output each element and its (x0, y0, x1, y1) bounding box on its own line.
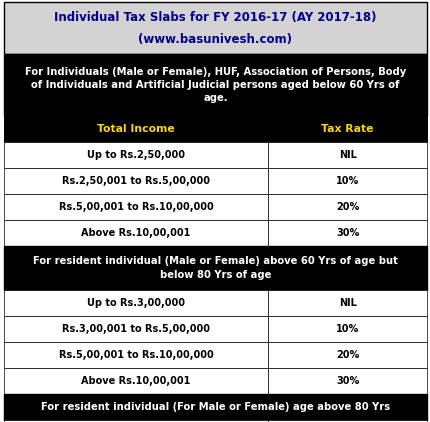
Bar (4, 246, 426, 290)
Bar (4, 342, 268, 368)
Bar (268, 420, 426, 422)
Text: NIL: NIL (338, 298, 356, 308)
Bar (268, 194, 426, 220)
Text: Up to Rs.3,00,000: Up to Rs.3,00,000 (87, 298, 185, 308)
Text: Rs.5,00,001 to Rs.10,00,000: Rs.5,00,001 to Rs.10,00,000 (58, 202, 213, 212)
Text: 10%: 10% (335, 176, 359, 186)
Text: Tax Rate: Tax Rate (321, 124, 373, 134)
Text: NIL: NIL (338, 150, 356, 160)
Bar (268, 342, 426, 368)
Bar (268, 368, 426, 394)
Bar (4, 168, 268, 194)
Bar (4, 2, 426, 54)
Text: Total Income: Total Income (97, 124, 175, 134)
Bar (268, 168, 426, 194)
Text: (www.basunivesh.com): (www.basunivesh.com) (138, 33, 292, 46)
Bar (4, 420, 268, 422)
Text: Rs.2,50,001 to Rs.5,00,000: Rs.2,50,001 to Rs.5,00,000 (62, 176, 210, 186)
Bar (268, 142, 426, 168)
Bar (268, 116, 426, 142)
Bar (268, 316, 426, 342)
Bar (4, 116, 268, 142)
Text: Individual Tax Slabs for FY 2016-17 (AY 2017-18): Individual Tax Slabs for FY 2016-17 (AY … (54, 11, 376, 24)
Bar (4, 290, 268, 316)
Text: Up to Rs.2,50,000: Up to Rs.2,50,000 (87, 150, 185, 160)
Bar (4, 54, 426, 116)
Text: For resident individual (Male or Female) above 60 Yrs of age but
below 80 Yrs of: For resident individual (Male or Female)… (33, 257, 397, 280)
Text: For Individuals (Male or Female), HUF, Association of Persons, Body
of Individua: For Individuals (Male or Female), HUF, A… (25, 67, 405, 103)
Text: 30%: 30% (335, 228, 359, 238)
Bar (268, 220, 426, 246)
Text: Rs.3,00,001 to Rs.5,00,000: Rs.3,00,001 to Rs.5,00,000 (62, 324, 210, 334)
Text: Above Rs.10,00,001: Above Rs.10,00,001 (81, 228, 190, 238)
Text: Rs.5,00,001 to Rs.10,00,000: Rs.5,00,001 to Rs.10,00,000 (58, 350, 213, 360)
Text: 10%: 10% (335, 324, 359, 334)
Bar (268, 290, 426, 316)
Text: 20%: 20% (335, 350, 359, 360)
Text: 30%: 30% (335, 376, 359, 386)
Text: For resident individual (For Male or Female) age above 80 Yrs: For resident individual (For Male or Fem… (41, 402, 389, 412)
Text: Above Rs.10,00,001: Above Rs.10,00,001 (81, 376, 190, 386)
Bar (4, 316, 268, 342)
Bar (4, 194, 268, 220)
Text: 20%: 20% (335, 202, 359, 212)
Bar (4, 394, 426, 420)
Bar (4, 142, 268, 168)
Bar (4, 368, 268, 394)
Bar (4, 220, 268, 246)
